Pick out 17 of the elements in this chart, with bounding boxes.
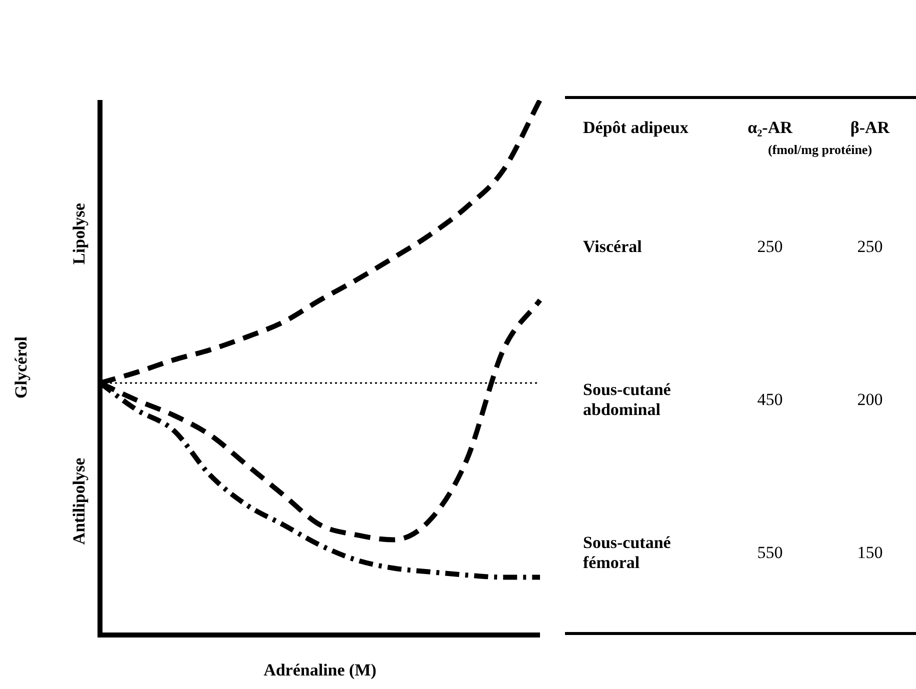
category-label: Viscéral — [583, 236, 642, 256]
category-label: α₂-AR — [746, 118, 794, 138]
category-label: β-AR — [849, 118, 891, 138]
y-axis-title: Glycérol — [11, 336, 30, 398]
text: Antilipolyse — [69, 457, 88, 545]
text: Lipolyse — [69, 202, 88, 264]
text: 550 — [757, 543, 783, 562]
text: (fmol/mg protéine) — [766, 142, 874, 158]
category-label: Sous-cutané abdominal — [583, 380, 671, 419]
text: 250 — [857, 236, 883, 256]
text: 250 — [757, 236, 783, 256]
text: 200 — [857, 390, 883, 409]
text: 150 — [857, 543, 883, 562]
category-label: Dépôt adipeux — [583, 118, 688, 137]
text: 450 — [757, 390, 783, 409]
category-label: Sous-cutané fémoral — [583, 533, 671, 572]
x-axis-title: Adrénaline (M) — [264, 660, 376, 680]
